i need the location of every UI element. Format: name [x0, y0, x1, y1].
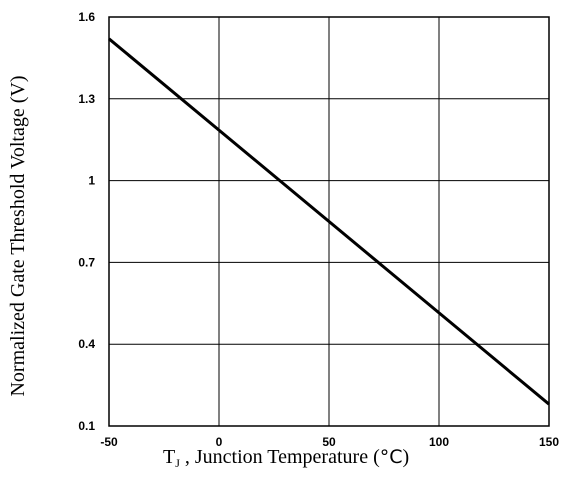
y-axis-title: Normalized Gate Threshold Voltage (V): [7, 75, 29, 396]
x-tick-label: 0: [216, 435, 223, 449]
x-tick-label: 50: [322, 435, 336, 449]
y-tick-label: 0.1: [78, 419, 95, 433]
x-axis-title: TJ , Junction Temperature (°C): [163, 446, 409, 470]
x-tick-label: 100: [429, 435, 449, 449]
series-layer: [108, 37, 550, 406]
x-tick-label: -50: [100, 435, 118, 449]
y-tick-label: 1: [88, 174, 95, 188]
x-axis-title-close: ): [403, 446, 410, 468]
x-axis-title-prefix: T: [163, 446, 175, 468]
y-tick-label: 0.7: [78, 255, 95, 269]
series-line: [108, 37, 550, 406]
plot-frame: [108, 16, 550, 427]
x-axis-title-subscript: J: [175, 456, 180, 470]
y-tick-label: 1.3: [78, 92, 95, 106]
y-tick-label: 0.4: [78, 337, 95, 351]
y-tick-label: 1.6: [78, 10, 95, 24]
x-axis-title-text: , Junction Temperature (: [180, 446, 380, 468]
y-tick-labels: 0.1 0.4 0.7 1 1.3 1.6: [78, 10, 95, 433]
x-axis-title-unit: °C: [380, 446, 403, 468]
x-tick-label: 150: [539, 435, 559, 449]
x-tick-labels: -50 0 50 100 150: [100, 435, 559, 449]
